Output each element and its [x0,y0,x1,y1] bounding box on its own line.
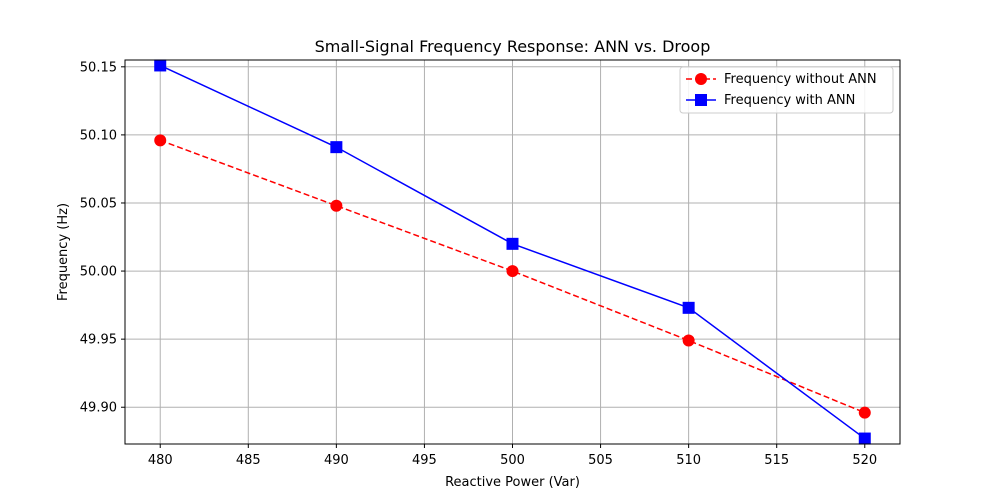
ticks: 480 485 490 495 500 505 510 515 520 49.90 49.95 50.… [80,60,877,468]
x-tick-label: 520 [852,453,877,468]
x-tick-label: 485 [236,453,261,468]
data-point-frequency-without-ann [858,406,871,419]
x-tick-label: 500 [500,453,525,468]
data-point-frequency-without-ann [330,199,343,212]
x-tick-label: 515 [764,453,789,468]
y-tick-label: 50.15 [80,60,117,75]
data-point-frequency-with-ann [682,301,695,314]
x-tick-label: 510 [676,453,701,468]
x-tick-label: 480 [148,453,173,468]
y-tick-label: 50.10 [80,128,117,143]
legend-marker-without-ann [695,73,707,85]
data-point-frequency-without-ann [154,134,167,147]
x-tick-label: 490 [324,453,349,468]
x-axis-title: Reactive Power (Var) [445,475,580,490]
data-point-frequency-with-ann [154,59,167,72]
data-point-frequency-without-ann [682,334,695,347]
data-point-frequency-with-ann [506,237,519,250]
y-tick-label: 49.90 [80,401,117,416]
legend-label-with-ann: Frequency with ANN [724,93,855,108]
legend: Frequency without ANN Frequency with ANN [679,66,894,114]
data-point-frequency-with-ann [858,432,871,445]
legend-label-without-ann: Frequency without ANN [724,72,877,87]
y-axis-title: Frequency (Hz) [56,203,71,301]
x-tick-label: 495 [412,453,437,468]
data-point-frequency-with-ann [330,141,343,154]
chart-title: Small-Signal Frequency Response: ANN vs.… [315,37,711,56]
data-point-frequency-without-ann [506,265,519,278]
grid [125,60,900,444]
x-tick-label: 505 [588,453,613,468]
series-layer [154,59,871,445]
legend-marker-with-ann [695,94,707,106]
y-tick-label: 50.05 [80,196,117,211]
legend-frame [679,66,894,114]
y-tick-label: 49.95 [80,333,117,348]
y-tick-label: 50.00 [80,265,117,280]
